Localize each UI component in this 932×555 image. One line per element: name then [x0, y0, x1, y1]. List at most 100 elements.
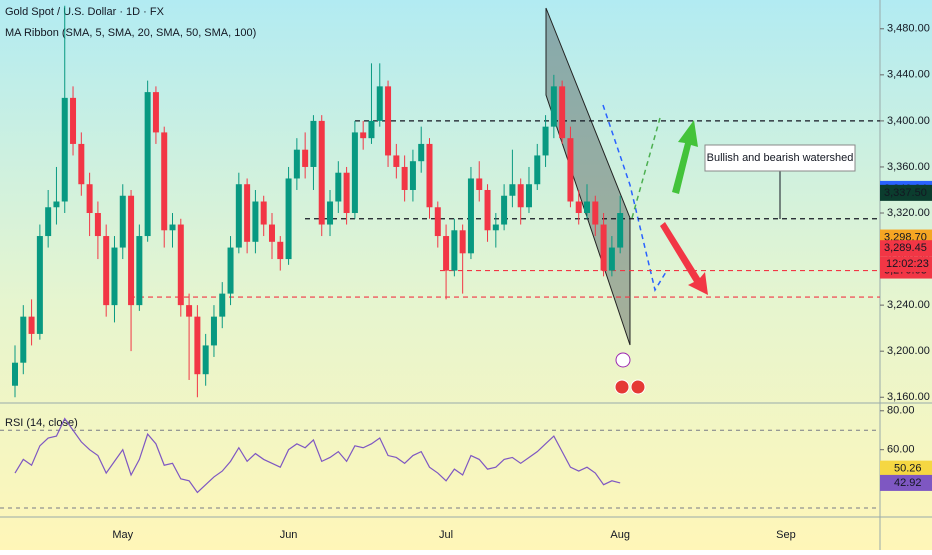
x-tick-label: Sep	[776, 529, 796, 541]
candle-body	[393, 155, 400, 167]
candle-body	[186, 305, 193, 317]
candle-body	[534, 155, 541, 185]
projection-path	[602, 104, 667, 292]
rsi-tag	[880, 474, 932, 491]
candle-body	[327, 201, 334, 225]
candle-body	[451, 230, 458, 271]
candle-body	[360, 132, 367, 139]
candle-body	[542, 126, 549, 156]
candle-body	[194, 316, 201, 375]
candle-body	[277, 241, 284, 260]
flag-icon[interactable]	[614, 379, 630, 395]
chart-title: Gold Spot / U.S. Dollar · 1D · FX	[5, 6, 165, 18]
candle-body	[177, 224, 184, 306]
candle-body	[351, 132, 358, 214]
event-icon[interactable]	[615, 352, 631, 368]
candle-body	[376, 86, 383, 121]
candle-body	[12, 362, 18, 386]
candle-body	[227, 247, 234, 294]
bear-arrow	[660, 222, 708, 295]
candle-body	[45, 207, 52, 237]
candle-body	[293, 149, 300, 179]
candle-body	[144, 92, 151, 237]
candle-body	[476, 178, 483, 190]
candle-body	[103, 236, 110, 306]
annotation: Bullish and bearish watershed	[707, 152, 854, 164]
countdown: 12:02:23	[886, 258, 929, 270]
y-tick-label: 3,160.00	[887, 391, 930, 403]
candle-body	[509, 184, 516, 196]
candle-body	[161, 132, 168, 231]
candle-body	[302, 149, 309, 167]
candle-body	[617, 213, 624, 248]
candle-body	[418, 143, 425, 162]
rsi-line	[14, 417, 621, 494]
candle-body	[484, 189, 491, 231]
candle-body	[219, 293, 226, 317]
candle-body	[550, 86, 557, 127]
candle-body	[575, 201, 582, 214]
candle-body	[368, 120, 375, 139]
candle-body	[78, 143, 85, 185]
price-tag	[880, 184, 932, 201]
candle-body	[310, 120, 317, 167]
candle-body	[434, 207, 441, 237]
candle-body	[36, 236, 43, 334]
candle-body	[111, 247, 118, 306]
candle-body	[525, 184, 532, 208]
candle-body	[268, 224, 275, 242]
candle-body	[86, 184, 93, 214]
candle-body	[61, 97, 68, 202]
candle-body	[409, 161, 416, 190]
annotation-box	[704, 144, 856, 172]
flag-icon[interactable]	[630, 379, 646, 395]
candle-body	[584, 201, 591, 214]
candle-body	[600, 224, 607, 271]
candle-body	[459, 230, 466, 254]
candle-body	[20, 316, 27, 363]
candle-body	[592, 201, 599, 225]
price-tag	[880, 240, 932, 257]
candle-body	[443, 236, 450, 271]
candle-body	[501, 195, 508, 225]
candle-body	[136, 236, 143, 306]
candle-body	[94, 213, 101, 237]
candle-body	[467, 178, 474, 254]
candle-body	[119, 195, 126, 248]
candle-body	[401, 166, 408, 190]
countdown-box	[880, 256, 932, 273]
candle-body	[517, 184, 524, 208]
candle-body	[202, 345, 209, 375]
bull-arrow	[672, 120, 698, 194]
candle-body	[252, 201, 259, 242]
candle-body	[210, 316, 217, 346]
candle-body	[343, 172, 350, 214]
rsi-tag-label: 50.26	[894, 463, 922, 475]
candle-body	[244, 184, 251, 242]
indicator-label: MA Ribbon (SMA, 5, SMA, 20, SMA, 50, SMA…	[5, 27, 256, 39]
y-tick-label: 3,480.00	[887, 23, 930, 35]
x-tick-label: May	[112, 529, 133, 541]
price-tag-label: 3,337.50	[884, 187, 927, 199]
candle-body	[260, 201, 267, 225]
candle-body	[235, 184, 242, 248]
price-tag-label: 3,289.45	[884, 242, 927, 254]
x-tick-label: Jun	[280, 529, 298, 541]
candle-body	[608, 247, 615, 271]
y-tick-label: 3,440.00	[887, 69, 930, 81]
candle-body	[28, 316, 35, 334]
rsi-tick-label: 80.00	[887, 405, 915, 417]
candle-body	[70, 97, 77, 144]
x-tick-label: Jul	[439, 529, 453, 541]
y-tick-label: 3,200.00	[887, 345, 930, 357]
candle-body	[559, 86, 566, 139]
y-tick-label: 3,240.00	[887, 299, 930, 311]
candle-body	[128, 195, 135, 306]
candle-body	[318, 120, 325, 225]
candle-body	[285, 178, 292, 260]
rsi-tag	[880, 460, 932, 477]
y-tick-label: 3,360.00	[887, 161, 930, 173]
